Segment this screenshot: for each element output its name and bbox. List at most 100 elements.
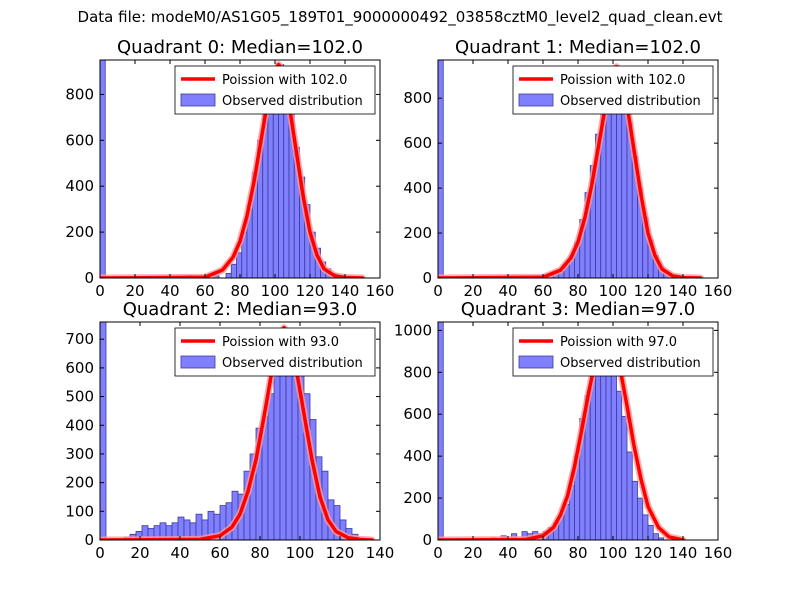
histogram-bar (236, 252, 243, 278)
histogram-bar (100, 60, 106, 278)
x-tick-label: 120 (296, 282, 325, 300)
y-tick-label: 700 (65, 330, 94, 348)
x-tick-label: 100 (599, 544, 628, 562)
y-tick-label: 200 (65, 474, 94, 492)
y-tick-label: 400 (65, 177, 94, 195)
histogram-bar (273, 350, 281, 540)
panel-title: Quadrant 1: Median=102.0 (455, 37, 701, 58)
x-tick-label: 20 (463, 544, 482, 562)
legend: Poission with 102.0 Observed distribution (174, 65, 376, 115)
histogram-bar (438, 60, 444, 278)
panel-quadrant-0: 0 20 40 60 80 100 120 140 160 0 200 400 600 800 Quadra… (65, 37, 394, 300)
y-tick-label: 100 (65, 502, 94, 520)
histogram-bar (279, 364, 287, 540)
y-tick-label: 300 (65, 445, 94, 463)
y-tick-label: 800 (403, 89, 432, 107)
x-tick-label: 40 (160, 282, 179, 300)
legend-bar-swatch (180, 93, 216, 107)
y-tick-label: 0 (422, 531, 432, 549)
legend-line-label: Poission with 102.0 (560, 73, 685, 88)
y-tick-label: 400 (65, 416, 94, 434)
x-tick-label: 120 (634, 282, 663, 300)
histogram-bar (631, 480, 638, 540)
legend-line-label: Poission with 97.0 (560, 335, 677, 350)
panel-quadrant-3: 0 20 40 60 80 100 120 140 160 0 200 400 600 800 1000 Qu… (394, 299, 733, 562)
legend-bar-label: Observed distribution (222, 94, 363, 109)
legend-bar-swatch (180, 355, 216, 369)
legend-line-label: Poission with 93.0 (222, 335, 339, 350)
legend: Poission with 97.0 Observed distribution (512, 327, 714, 377)
x-tick-label: 40 (170, 544, 189, 562)
x-tick-label: 20 (463, 282, 482, 300)
plot-area (100, 322, 376, 540)
x-tick-label: 20 (125, 282, 144, 300)
legend-line-label: Poission with 102.0 (222, 73, 347, 88)
y-tick-label: 600 (65, 131, 94, 149)
x-tick-label: 160 (704, 282, 733, 300)
y-tick-label: 0 (84, 269, 94, 287)
x-tick-label: 20 (130, 544, 149, 562)
x-tick-label: 40 (498, 544, 517, 562)
x-tick-label: 60 (533, 544, 552, 562)
x-tick-label: 100 (599, 282, 628, 300)
x-tick-label: 140 (331, 282, 360, 300)
histogram-bar (647, 524, 654, 540)
histogram-bar (230, 263, 237, 278)
histogram-bar (621, 415, 628, 540)
histogram-bar (652, 533, 659, 540)
legend-bar-swatch (518, 93, 554, 107)
y-tick-label: 400 (403, 179, 432, 197)
panel-quadrant-2: 0 20 40 60 80 100 120 140 0 100 200 300 400 500 600 700… (65, 299, 394, 562)
histogram-bar (658, 537, 665, 540)
legend: Poission with 93.0 Observed distribution (174, 327, 376, 377)
histogram-bar (267, 393, 275, 540)
x-tick-label: 120 (326, 544, 355, 562)
panel-title: Quadrant 0: Median=102.0 (117, 37, 363, 58)
y-tick-label: 400 (403, 447, 432, 465)
x-tick-label: 160 (366, 282, 395, 300)
x-tick-label: 60 (195, 282, 214, 300)
x-tick-label: 60 (533, 282, 552, 300)
legend-bar-label: Observed distribution (222, 356, 363, 371)
x-tick-label: 100 (286, 544, 315, 562)
legend-bar-label: Observed distribution (560, 94, 701, 109)
x-tick-label: 80 (568, 282, 587, 300)
histogram-bar (616, 390, 623, 540)
x-tick-label: 140 (669, 544, 698, 562)
histogram-bar (642, 514, 649, 540)
y-tick-label: 800 (403, 363, 432, 381)
x-tick-label: 0 (95, 544, 105, 562)
x-tick-label: 60 (210, 544, 229, 562)
y-tick-label: 200 (403, 224, 432, 242)
x-tick-label: 120 (634, 544, 663, 562)
y-tick-label: 600 (403, 134, 432, 152)
histogram-bar (637, 497, 644, 540)
y-tick-label: 200 (403, 489, 432, 507)
y-tick-label: 600 (403, 405, 432, 423)
legend-bar-label: Observed distribution (560, 356, 701, 371)
y-tick-label: 1000 (394, 321, 432, 339)
x-tick-label: 80 (568, 544, 587, 562)
plot-area (100, 60, 366, 278)
x-tick-label: 0 (433, 544, 443, 562)
x-tick-label: 40 (498, 282, 517, 300)
axes-frame (99, 321, 381, 541)
x-tick-label: 100 (261, 282, 290, 300)
histogram-bar (626, 451, 633, 540)
y-tick-label: 500 (65, 388, 94, 406)
y-tick-label: 0 (84, 531, 94, 549)
y-tick-label: 200 (65, 223, 94, 241)
x-tick-label: 80 (250, 544, 269, 562)
panel-quadrant-1: 0 20 40 60 80 100 120 140 160 0 200 400 600 800 Quadra… (403, 37, 732, 300)
x-tick-label: 0 (95, 282, 105, 300)
y-tick-label: 800 (65, 85, 94, 103)
y-tick-label: 0 (422, 269, 432, 287)
histogram-bar (225, 273, 232, 278)
panel-title: Quadrant 3: Median=97.0 (461, 299, 696, 320)
panel-title: Quadrant 2: Median=93.0 (123, 299, 358, 320)
x-tick-label: 80 (230, 282, 249, 300)
x-tick-label: 0 (433, 282, 443, 300)
poisson-line (100, 62, 365, 278)
histogram-bar (438, 322, 444, 540)
